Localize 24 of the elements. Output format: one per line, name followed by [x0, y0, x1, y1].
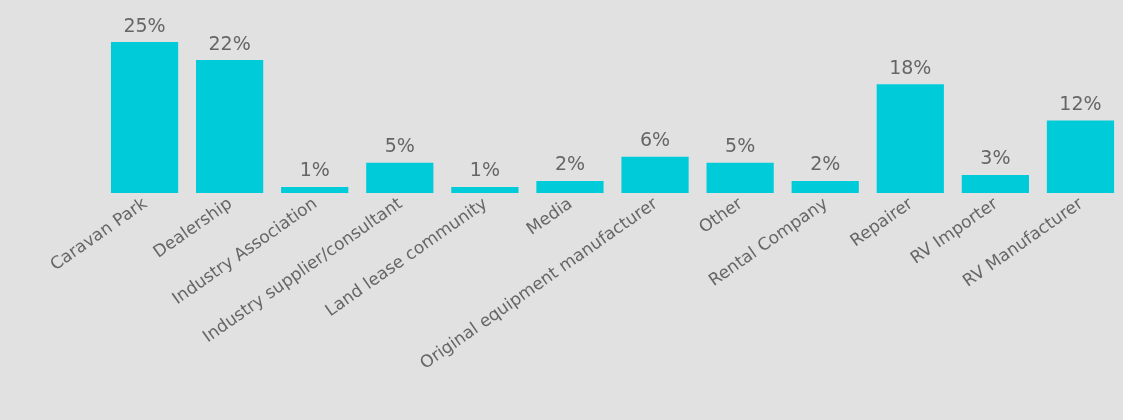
data-label: 22%: [208, 31, 251, 54]
bar: [451, 186, 519, 193]
bar: [1046, 120, 1115, 193]
data-label: 2%: [810, 152, 841, 175]
data-label: 2%: [554, 152, 586, 175]
bar: [281, 186, 349, 193]
bar: [366, 162, 434, 193]
bar: [196, 60, 264, 193]
data-label: 5%: [725, 134, 756, 157]
data-label: 12%: [1059, 92, 1102, 115]
data-label: 18%: [889, 55, 932, 78]
data-label: 3%: [980, 146, 1011, 169]
bar: [706, 162, 774, 193]
bar: [961, 174, 1029, 193]
data-label: 25%: [123, 13, 166, 36]
data-label: 6%: [639, 128, 671, 151]
data-label: 1%: [299, 158, 330, 181]
data-label: 5%: [384, 134, 415, 157]
bar: [876, 84, 944, 193]
bar: [791, 180, 859, 193]
bar: [536, 180, 604, 193]
bar: [621, 156, 689, 193]
data-label: 1%: [469, 158, 500, 181]
bar: [110, 42, 179, 193]
